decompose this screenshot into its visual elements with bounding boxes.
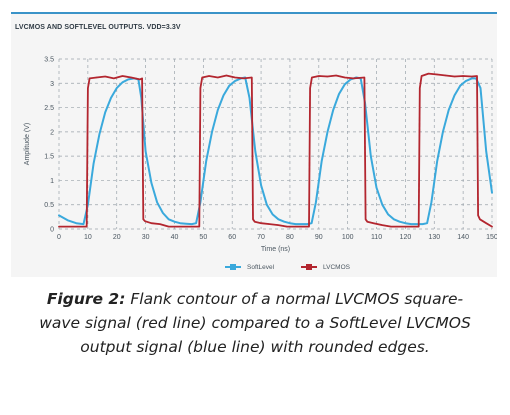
y-tick-label: 2 <box>50 129 54 136</box>
x-tick-label: 0 <box>57 234 61 241</box>
legend-label-lvcmos: LVCMOS <box>323 264 351 271</box>
figure-panel: LVCMOS AND SOFTLEVEL OUTPUTS. VDD=3.3V 0… <box>11 12 497 277</box>
y-tick-label: 2.5 <box>44 105 54 112</box>
chart-title: LVCMOS AND SOFTLEVEL OUTPUTS. VDD=3.3V <box>15 24 181 31</box>
y-tick-label: 1 <box>50 178 54 185</box>
x-tick-label: 60 <box>228 234 236 241</box>
y-tick-label: 1.5 <box>44 154 54 161</box>
x-tick-label: 40 <box>171 234 179 241</box>
x-tick-label: 90 <box>315 234 323 241</box>
x-tick-label: 140 <box>457 234 469 241</box>
x-axis-label: Time (ns) <box>261 246 290 253</box>
x-tick-label: 20 <box>113 234 121 241</box>
chart-svg: 0 0.5 1 1.5 2 2.5 3 3.5 0 10 20 30 40 50 60 70 80 90 100 11… <box>24 57 497 272</box>
y-axis-label: Amplitude (V) <box>24 123 31 165</box>
series-line-softlevel <box>58 76 493 226</box>
x-tick-label: 120 <box>400 234 412 241</box>
x-tick-label: 80 <box>286 234 294 241</box>
x-tick-label: 10 <box>84 234 92 241</box>
x-tick-label: 100 <box>342 234 354 241</box>
y-tick-label: 0.5 <box>44 202 54 209</box>
caption-label: Figure 2: <box>46 290 126 308</box>
legend-label-softlevel: SoftLevel <box>247 264 275 271</box>
x-tick-label: 110 <box>371 234 382 241</box>
x-tick-label: 30 <box>142 234 150 241</box>
caption-text: Flank contour of a normal LVCMOS square-… <box>39 290 471 356</box>
x-tick-label: 70 <box>257 234 265 241</box>
series-line-lvcmos <box>58 72 493 228</box>
legend-marker-lvcmos <box>306 264 312 270</box>
figure-caption: Figure 2: Flank contour of a normal LVCM… <box>30 287 480 359</box>
x-tick-label: 50 <box>199 234 207 241</box>
y-tick-label: 0 <box>50 227 54 234</box>
series-lvcmos-edges <box>59 72 493 228</box>
legend-marker-softlevel <box>230 264 236 270</box>
y-tick-label: 3 <box>50 81 54 88</box>
x-tick-label: 150 <box>486 234 497 241</box>
x-tick-label: 130 <box>428 234 440 241</box>
y-tick-label: 3.5 <box>44 57 54 64</box>
